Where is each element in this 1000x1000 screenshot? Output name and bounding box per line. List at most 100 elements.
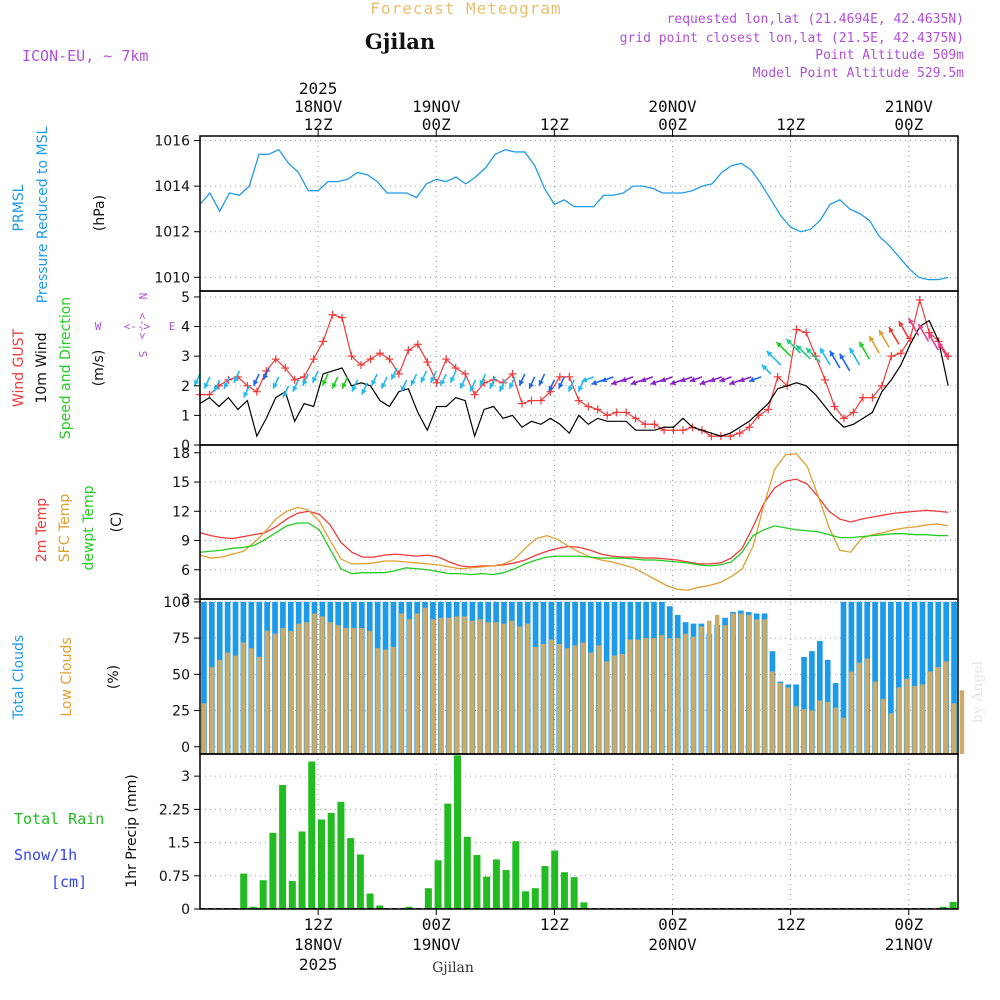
wind-direction-arrow [420, 370, 428, 384]
wind-gust-marker [356, 361, 365, 370]
wind-direction-arrow [719, 376, 732, 383]
low-cloud-bar [707, 620, 712, 754]
compass-e: E [169, 320, 176, 333]
wind-direction-arrow [679, 376, 693, 383]
arrow-head [322, 379, 328, 386]
arrow-head [194, 379, 200, 386]
wind-direction-arrow [766, 350, 782, 366]
low-cloud-bar [643, 638, 649, 754]
wind-gust-marker [470, 390, 479, 399]
low-cloud-bar [430, 619, 436, 754]
wind-gust-marker [830, 402, 839, 411]
low-cloud-bar [675, 638, 680, 754]
wind-direction-arrow [400, 379, 408, 392]
low-cloud-bar [730, 613, 736, 754]
arrow-head [620, 376, 627, 383]
wind-direction-arrow [518, 373, 526, 387]
low-cloud-bar [612, 655, 617, 754]
rain-bar [551, 850, 559, 909]
total-cloud-bar [880, 601, 886, 754]
temp-sfc-label: SFC Temp [57, 494, 73, 563]
x-label-bottom: 12Z [540, 915, 569, 934]
low-cloud-bar [588, 652, 594, 754]
wind-direction-arrow [748, 376, 762, 383]
arrow-head [650, 379, 657, 386]
wind-direction-arrow [907, 317, 920, 336]
low-cloud-bar [699, 626, 704, 754]
arrow-head [351, 385, 357, 392]
low-cloud-bar [438, 617, 444, 754]
y-tick-label: 0 [181, 902, 190, 918]
wind-gust-marker [394, 369, 403, 378]
axis-layer: 1010101210141016012345369121518025507510… [154, 79, 959, 974]
x-label-top: 00Z [894, 115, 923, 134]
wind-direction-arrow [331, 376, 339, 390]
total-cloud-bar [895, 601, 902, 754]
total-cloud-bar [951, 601, 957, 754]
y-tick-label: 12 [172, 504, 190, 520]
low-cloud-bar [817, 700, 823, 754]
low-cloud-bar [304, 622, 309, 754]
temp-2m-label: 2m Temp [34, 498, 50, 562]
y-tick-label: 2 [181, 379, 190, 395]
arrow-head [928, 332, 934, 339]
low-cloud-bar [809, 710, 815, 754]
panel-frame [199, 444, 959, 600]
wind-gust-marker [451, 364, 460, 372]
wind-direction-arrow [430, 370, 437, 384]
wind-direction-arrow [819, 347, 831, 366]
arrow-head [660, 376, 667, 383]
grid-point-coords: grid point closest lon,lat (21.5E, 42.43… [620, 31, 964, 46]
wind-direction-arrow [775, 341, 792, 357]
wind-gust-marker [328, 310, 337, 319]
wind-gust-marker [281, 364, 290, 372]
x-label-bottom: 20NOV [648, 935, 697, 954]
total-cloud-bar [888, 601, 894, 754]
low-cloud-bar [462, 616, 467, 754]
low-cloud-bar [722, 625, 728, 754]
rain-bar [463, 836, 471, 909]
rain-bar [259, 880, 267, 909]
low-cloud-bar [249, 648, 254, 754]
x-label-top: 12Z [540, 115, 569, 134]
compass-arrows-h: <--> [124, 320, 151, 333]
wind-direction-arrow [620, 376, 634, 383]
wind-gust-marker [915, 295, 924, 304]
temp-dew-label: dewpt Temp [81, 485, 97, 570]
arrow-head [739, 376, 745, 383]
y-tick-label: 75 [172, 631, 190, 647]
arrow-head [302, 379, 308, 386]
wind-gust-marker [555, 372, 564, 381]
wind-gust-marker [565, 372, 574, 381]
x-label-bottom: 00Z [422, 915, 451, 934]
arrow-head [371, 379, 377, 386]
arrow-head [630, 379, 637, 386]
wind-gust-marker [603, 411, 612, 420]
arrow-head [581, 376, 588, 383]
wind-gust-marker [309, 355, 318, 364]
wind-direction-arrow [243, 385, 250, 398]
arrow-head [203, 382, 210, 389]
arrow-head [538, 379, 544, 386]
rain-bar [279, 785, 287, 909]
footer-location: Gjilan [432, 960, 474, 976]
y-tick-label: 25 [172, 704, 190, 720]
wind-gust-marker [745, 423, 754, 432]
wind-gust-marker [877, 381, 886, 390]
wind-gust-marker [868, 393, 877, 402]
arrow-head [689, 376, 696, 383]
low-cloud-bar [383, 649, 388, 754]
location-title: Gjilan [365, 29, 435, 54]
arrow-head [849, 347, 855, 354]
wind-direction-arrow [390, 367, 398, 381]
low-cloud-bar [201, 703, 207, 754]
low-cloud-bar [422, 607, 428, 754]
low-cloud-bar [738, 613, 744, 754]
low-cloud-bar [754, 619, 759, 754]
y-tick-label: 1014 [154, 179, 190, 195]
rain-bar [570, 877, 578, 909]
arrow-head [548, 385, 554, 392]
low-cloud-bar [936, 667, 941, 754]
rain-bar [356, 854, 364, 909]
rain-bar [376, 905, 384, 909]
